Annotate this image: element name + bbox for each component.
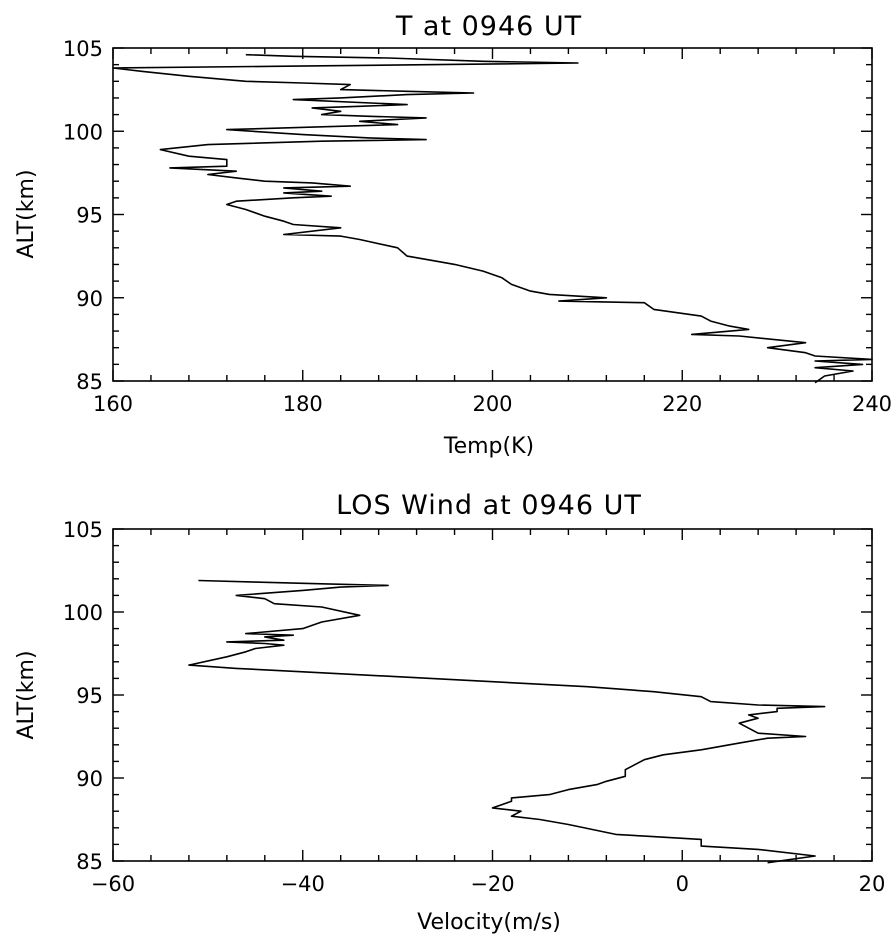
wind-y-tick-label: 95 (76, 684, 103, 708)
temperature-profile-line (112, 53, 873, 384)
temperature-y-tick-label: 90 (76, 287, 103, 311)
wind-y-axis-label: ALT(km) (14, 650, 39, 739)
temperature-plot-frame (112, 47, 873, 382)
temperature-y-tick-label: 95 (76, 204, 103, 228)
wind-x-tick-label: 0 (676, 872, 689, 896)
wind-chart-title: LOS Wind at 0946 UT (336, 490, 642, 521)
wind-y-tick-label: 85 (76, 850, 103, 874)
temperature-x-axis-label: Temp(K) (443, 434, 534, 459)
temperature-x-tick-label: 200 (472, 392, 512, 416)
temperature-x-tick-label: 240 (852, 392, 892, 416)
wind-profile-line (188, 579, 826, 864)
temperature-y-tick-label: 105 (63, 37, 103, 61)
wind-x-tick-label: 20 (859, 872, 886, 896)
temperature-x-tick-label: 220 (662, 392, 702, 416)
wind-y-tick-label: 90 (76, 767, 103, 791)
temperature-y-axis-label: ALT(km) (14, 169, 39, 258)
temperature-x-tick-label: 180 (283, 392, 323, 416)
temperature-panel: T at 0946 UT 160 180 200 220 240 85 90 95 100 105… (14, 11, 892, 459)
temperature-chart-title: T at 0946 UT (395, 11, 582, 42)
wind-x-tick-label: −40 (281, 872, 325, 896)
temperature-x-tick-label: 160 (93, 392, 133, 416)
wind-x-tick-label: −20 (470, 872, 514, 896)
wind-y-tick-label: 105 (63, 518, 103, 542)
wind-plot-frame (112, 528, 873, 862)
temperature-y-tick-label: 100 (63, 120, 103, 144)
wind-x-tick-label: −60 (91, 872, 135, 896)
wind-panel: LOS Wind at 0946 UT −60 −40 −20 0 20 85 90 95 10… (14, 490, 885, 935)
temperature-y-tick-label: 85 (76, 370, 103, 394)
wind-x-axis-label: Velocity(m/s) (417, 910, 561, 935)
wind-y-tick-label: 100 (63, 601, 103, 625)
